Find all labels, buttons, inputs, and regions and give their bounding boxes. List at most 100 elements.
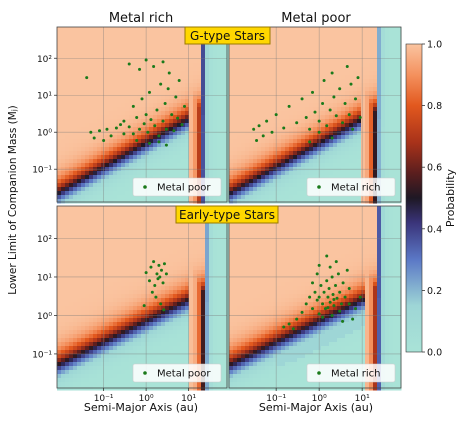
heatmap-cell <box>101 346 106 351</box>
heatmap-cell <box>297 59 302 64</box>
heatmap-cell <box>245 175 250 180</box>
heatmap-cell <box>229 147 234 152</box>
heatmap-cell <box>129 83 134 88</box>
heatmap-cell <box>141 59 146 64</box>
heatmap-cell <box>325 59 330 64</box>
heatmap-cell <box>285 123 290 128</box>
heatmap-cell <box>89 222 94 227</box>
heatmap-cell <box>397 111 402 116</box>
heatmap-cell <box>209 195 214 200</box>
heatmap-cell <box>125 183 130 188</box>
heatmap-cell <box>141 314 146 319</box>
heatmap-cell <box>105 302 110 307</box>
heatmap-cell <box>221 95 226 100</box>
heatmap-cell <box>69 31 74 36</box>
heatmap-cell <box>129 278 134 283</box>
heatmap-cell <box>189 147 194 152</box>
heatmap-cell <box>129 374 134 379</box>
heatmap-cell <box>141 131 146 136</box>
heatmap-cell <box>353 83 358 88</box>
heatmap-cell <box>101 95 106 100</box>
heatmap-cell <box>285 31 290 36</box>
heatmap-cell <box>77 366 82 371</box>
heatmap-cell <box>153 107 158 112</box>
heatmap-cell <box>185 103 190 108</box>
heatmap-cell <box>93 191 98 196</box>
heatmap-cell <box>381 39 386 44</box>
heatmap-cell <box>177 99 182 104</box>
heatmap-cell <box>229 83 234 88</box>
heatmap-cell <box>221 103 226 108</box>
heatmap-cell <box>253 107 258 112</box>
heatmap-cell <box>101 318 106 323</box>
heatmap-cell <box>97 43 102 48</box>
heatmap-cell <box>273 179 278 184</box>
heatmap-cell <box>149 294 154 299</box>
heatmap-cell <box>125 159 130 164</box>
heatmap-cell <box>89 270 94 275</box>
heatmap-cell <box>261 115 266 120</box>
heatmap-cell <box>77 75 82 80</box>
heatmap-cell <box>133 135 138 140</box>
heatmap-cell <box>305 103 310 108</box>
heatmap-cell <box>101 151 106 156</box>
heatmap-cell <box>381 159 386 164</box>
heatmap-cell <box>181 43 186 48</box>
heatmap-cell <box>85 123 90 128</box>
heatmap-cell <box>133 79 138 84</box>
heatmap-cell <box>121 378 126 383</box>
heatmap-cell <box>101 79 106 84</box>
heatmap-cell <box>89 290 94 295</box>
heatmap-cell <box>97 310 102 315</box>
heatmap-cell <box>97 306 102 311</box>
heatmap-cell <box>89 302 94 307</box>
heatmap-cell <box>285 35 290 40</box>
heatmap-cell <box>261 83 266 88</box>
heatmap-cell <box>353 59 358 64</box>
heatmap-cell <box>145 47 150 52</box>
heatmap-cell <box>201 131 206 136</box>
heatmap-cell <box>289 55 294 60</box>
data-point <box>261 134 265 138</box>
heatmap-cell <box>205 79 210 84</box>
heatmap-cell <box>149 226 154 231</box>
heatmap-cell <box>141 159 146 164</box>
heatmap-cell <box>297 95 302 100</box>
heatmap-cell <box>65 302 70 307</box>
heatmap-cell <box>277 39 282 44</box>
heatmap-cell <box>373 59 378 64</box>
heatmap-cell <box>117 71 122 76</box>
heatmap-cell <box>373 115 378 120</box>
heatmap-cell <box>333 83 338 88</box>
heatmap-cell <box>141 214 146 219</box>
heatmap-cell <box>293 191 298 196</box>
heatmap-cell <box>193 75 198 80</box>
heatmap-cell <box>377 171 382 176</box>
heatmap-cell <box>381 111 386 116</box>
heatmap-cell <box>209 159 214 164</box>
heatmap-cell <box>73 230 78 235</box>
heatmap-cell <box>61 91 66 96</box>
heatmap-cell <box>273 87 278 92</box>
heatmap-cell <box>277 27 282 32</box>
heatmap-cell <box>57 318 62 323</box>
heatmap-cell <box>121 346 126 351</box>
heatmap-cell <box>69 199 74 204</box>
heatmap-cell <box>377 135 382 140</box>
heatmap-cell <box>221 111 226 116</box>
heatmap-cell <box>369 35 374 40</box>
heatmap-cell <box>181 75 186 80</box>
heatmap-cell <box>109 274 114 279</box>
heatmap-cell <box>109 238 114 243</box>
heatmap-cell <box>293 159 298 164</box>
heatmap-cell <box>69 242 74 247</box>
heatmap-cell <box>189 155 194 160</box>
heatmap-cell <box>213 139 218 144</box>
heatmap-cell <box>369 39 374 44</box>
heatmap-cell <box>125 179 130 184</box>
heatmap-cell <box>381 79 386 84</box>
heatmap-cell <box>61 51 66 56</box>
heatmap-cell <box>345 155 350 160</box>
heatmap-cell <box>77 51 82 56</box>
heatmap-cell <box>85 103 90 108</box>
